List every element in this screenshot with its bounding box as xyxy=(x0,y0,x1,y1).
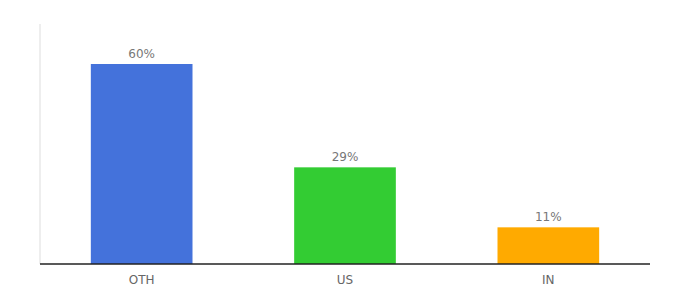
x-tick-label: US xyxy=(337,273,353,287)
x-tick-label: IN xyxy=(542,273,555,287)
bar xyxy=(91,64,193,264)
bar xyxy=(294,167,396,264)
x-axis xyxy=(40,263,650,265)
chart: 60% 29% 11% OTH US IN xyxy=(0,0,680,300)
chart-container: 60% 29% 11% OTH US IN xyxy=(0,0,680,300)
bars xyxy=(91,64,599,264)
data-label: 11% xyxy=(535,210,562,224)
data-label: 29% xyxy=(332,150,359,164)
bar xyxy=(498,227,600,264)
x-tick-label: OTH xyxy=(129,273,155,287)
y-axis xyxy=(40,24,41,264)
data-label: 60% xyxy=(128,47,155,61)
